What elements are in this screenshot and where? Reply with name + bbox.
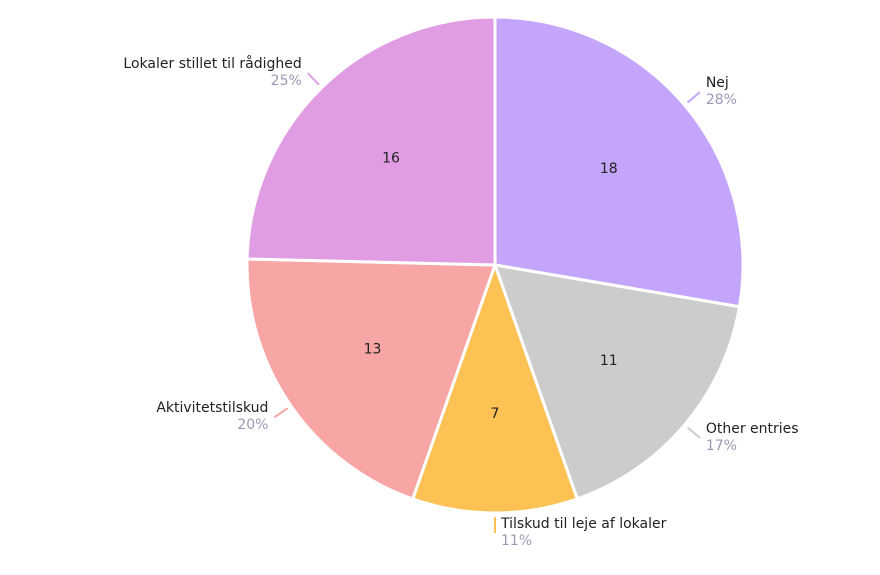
slice-percent: 25% (271, 73, 302, 89)
pie-slice (245, 257, 498, 501)
slice-percent: 20% (237, 417, 268, 433)
slice-label: Tilskud til leje af lokaler (500, 516, 667, 532)
pie-slice (493, 15, 745, 309)
slice-label: Aktivitetstilskud (156, 400, 268, 416)
slice-value: 13 (364, 342, 382, 358)
slice-label: Other entries (706, 421, 799, 437)
slice-percent: 28% (706, 92, 737, 108)
pie-slice (410, 260, 580, 515)
leader-line (307, 72, 320, 86)
leader-line (686, 426, 701, 439)
slice-value: 7 (491, 406, 500, 422)
pie-slice (492, 263, 742, 501)
slice-label: Lokaler stillet til rådighed (123, 55, 301, 72)
slice-label: Nej (706, 75, 729, 91)
slice-value: 11 (600, 353, 618, 369)
slice-value: 16 (382, 151, 400, 167)
slice-percent: 11% (501, 533, 532, 549)
leader-line (273, 407, 289, 419)
pie-slice (245, 15, 497, 267)
leader-line (686, 91, 701, 104)
slice-percent: 17% (706, 438, 737, 454)
slice-value: 18 (600, 161, 618, 177)
